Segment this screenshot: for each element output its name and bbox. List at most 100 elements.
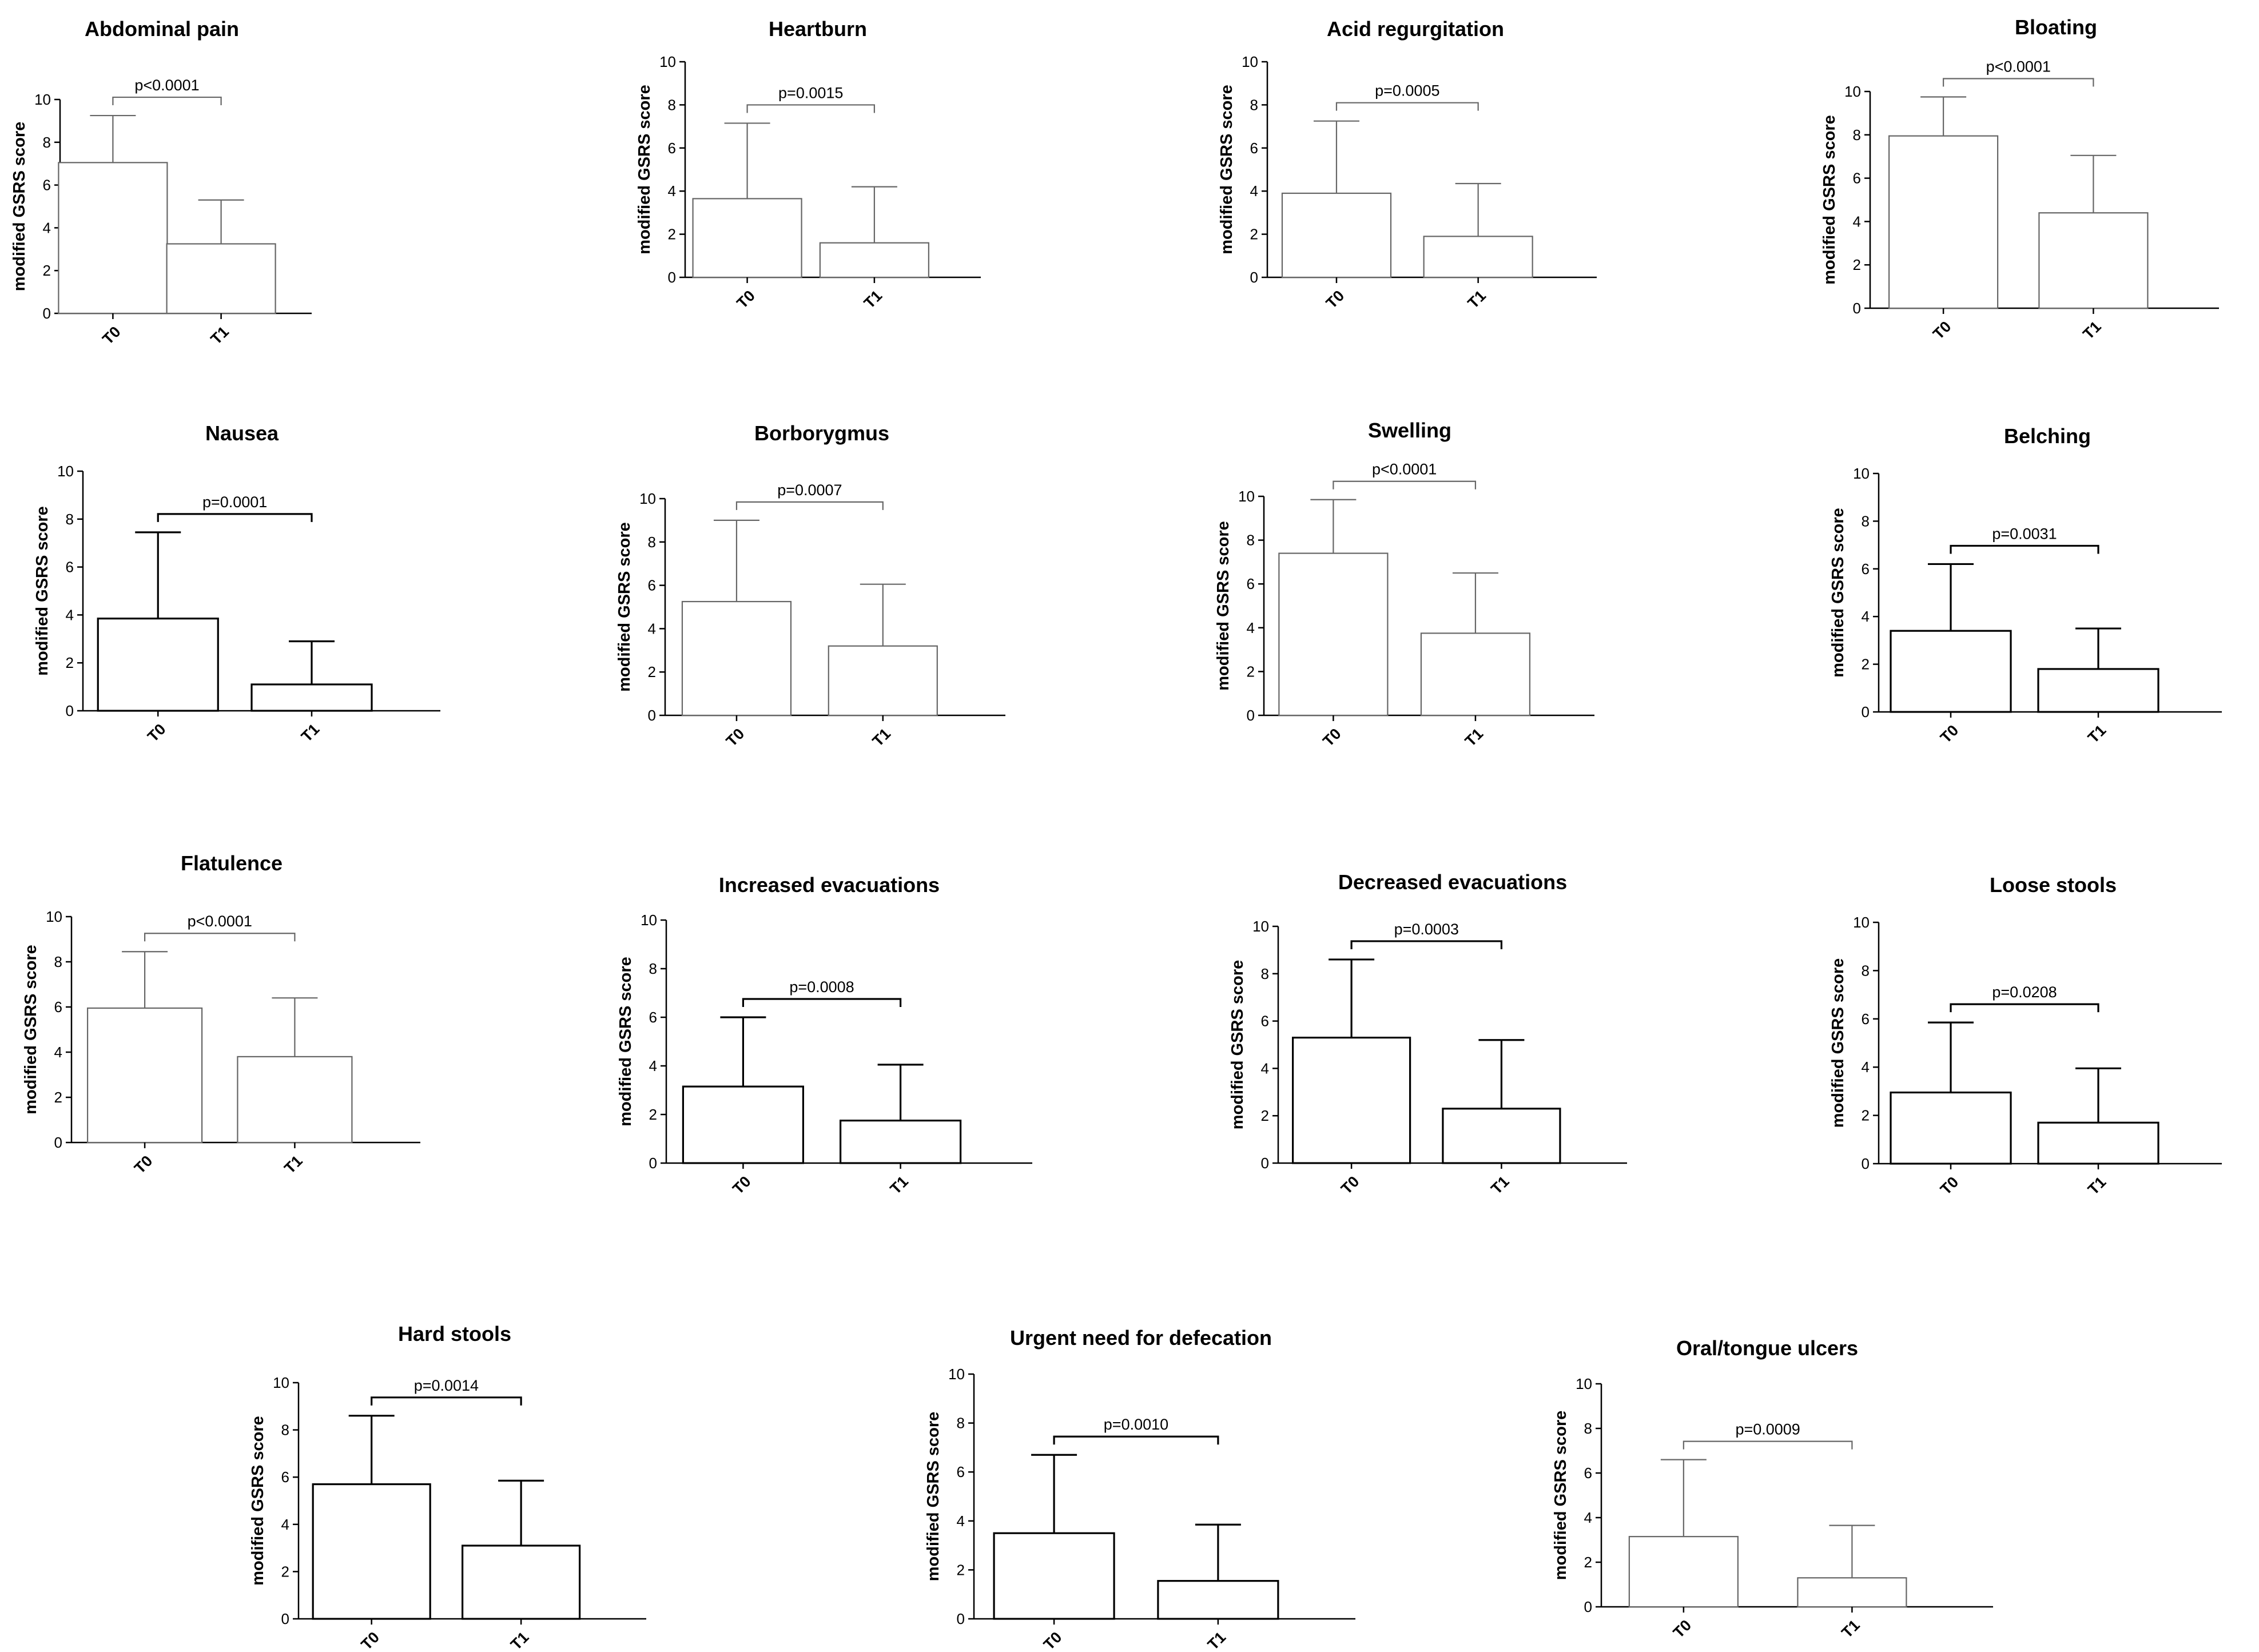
bar-t0	[1281, 192, 1392, 278]
y-tick-label: 10	[639, 490, 656, 507]
bar-t0	[681, 600, 792, 716]
y-tick-label: 0	[649, 1155, 657, 1172]
y-axis-label: modified GSRS score	[924, 1412, 942, 1582]
p-value-label: p=0.0010	[1104, 1416, 1168, 1433]
y-tick-label: 6	[1853, 170, 1861, 187]
y-tick-label: 8	[1862, 962, 1870, 979]
y-tick-label: 4	[649, 1057, 657, 1074]
p-value-label: p<0.0001	[1986, 58, 2051, 75]
x-tick-label: T1	[886, 1173, 911, 1197]
chart-title: Swelling	[1368, 419, 1451, 442]
significance-bracket	[1950, 544, 2099, 554]
y-tick-label: 2	[1853, 256, 1861, 273]
significance-bracket	[1335, 102, 1479, 111]
y-tick-label: 2	[66, 654, 74, 671]
chart-title: Abdominal pain	[85, 17, 239, 41]
x-tick-label: T0	[723, 725, 747, 750]
x-tick-label: T1	[1838, 1617, 1863, 1641]
bar-t0	[312, 1483, 431, 1620]
y-tick-label: 10	[1853, 914, 1870, 931]
y-axis-label: modified GSRS score	[1829, 508, 1847, 678]
x-tick-label: T0	[1937, 722, 1962, 746]
x-tick-label: T0	[1338, 1173, 1362, 1197]
y-tick-label: 8	[668, 96, 676, 113]
y-tick-label: 0	[43, 305, 51, 322]
y-tick-label: 8	[43, 134, 51, 151]
y-tick-label: 6	[66, 559, 74, 576]
bar-t1	[828, 645, 938, 716]
chart-panel: Heartburn modified GSRS score 0 2 4 6 8 10 T0 T1 p…	[635, 17, 981, 312]
y-tick-label: 2	[649, 1106, 657, 1123]
bar-t0	[1292, 1036, 1411, 1164]
bar-t1	[1442, 1108, 1561, 1164]
y-tick-label: 8	[1247, 532, 1255, 549]
bar-t0	[1888, 135, 1999, 309]
y-tick-label: 0	[668, 269, 676, 286]
y-tick-label: 2	[1250, 226, 1258, 243]
y-tick-label: 4	[1853, 213, 1861, 230]
bar-t0	[58, 162, 168, 315]
y-tick-label: 4	[1250, 182, 1258, 200]
y-axis-label: modified GSRS score	[22, 945, 40, 1114]
y-tick-label: 6	[1261, 1013, 1269, 1030]
bar-t1	[1420, 632, 1531, 716]
p-value-label: p<0.0001	[134, 77, 199, 94]
y-tick-label: 8	[66, 511, 74, 528]
p-value-label: p=0.0208	[1992, 984, 2057, 1001]
y-tick-label: 4	[668, 182, 676, 200]
x-tick-label: T0	[1937, 1173, 1962, 1198]
y-tick-label: 6	[648, 577, 656, 594]
bar-t1	[2038, 212, 2149, 309]
y-tick-label: 2	[1862, 1107, 1870, 1124]
chart-panel: Flatulence modified GSRS score 0 2 4 6 8 10 T0 T1…	[22, 851, 420, 1177]
y-tick-label: 0	[1250, 269, 1258, 286]
x-tick-label: T0	[144, 720, 169, 745]
x-tick-label: T1	[2085, 722, 2109, 746]
y-tick-label: 10	[1576, 1375, 1592, 1392]
bar-t0	[1278, 552, 1389, 716]
y-tick-label: 2	[957, 1561, 965, 1578]
p-value-label: p=0.0001	[202, 493, 267, 511]
y-tick-label: 8	[1584, 1420, 1592, 1437]
bar-t0	[1890, 1091, 2012, 1165]
chart-title: Belching	[2004, 424, 2091, 448]
significance-bracket	[1053, 1435, 1219, 1445]
significance-bracket	[746, 104, 875, 113]
y-tick-label: 6	[1862, 560, 1870, 578]
y-tick-label: 0	[1261, 1155, 1269, 1172]
chart-panel: Urgent need for defecation modified GSRS …	[924, 1326, 1355, 1652]
y-tick-label: 6	[1862, 1010, 1870, 1028]
y-tick-label: 0	[1862, 703, 1870, 720]
bar-t1	[166, 243, 276, 315]
y-tick-label: 2	[668, 226, 676, 243]
chart-panel: Increased evacuations modified GSRS score…	[617, 873, 1032, 1197]
y-tick-label: 0	[648, 707, 656, 724]
bar-t0	[993, 1532, 1115, 1620]
x-tick-label: T0	[131, 1152, 156, 1177]
chart-panel: Belching modified GSRS score 0 2 4 6 8 10 T0 T1 p=…	[1829, 424, 2222, 746]
x-tick-label: T1	[1204, 1629, 1229, 1652]
x-tick-label: T0	[729, 1173, 754, 1197]
y-tick-label: 2	[1247, 663, 1255, 680]
y-axis-label: modified GSRS score	[10, 122, 29, 292]
y-tick-label: 10	[1853, 465, 1870, 482]
y-tick-label: 6	[1584, 1464, 1592, 1482]
chart-title: Hard stools	[398, 1322, 511, 1346]
y-tick-label: 10	[1844, 83, 1861, 100]
chart-title: Flatulence	[181, 851, 283, 875]
y-tick-label: 10	[659, 53, 676, 70]
chart-title: Decreased evacuations	[1338, 870, 1567, 894]
y-tick-label: 8	[281, 1422, 289, 1439]
p-value-label: p=0.0008	[789, 978, 854, 996]
y-tick-label: 4	[648, 620, 656, 637]
y-tick-label: 6	[649, 1009, 657, 1026]
significance-bracket	[144, 933, 296, 942]
chart-panel: Nausea modified GSRS score 0 2 4 6 8 10 T0 T1 p=0.…	[33, 421, 440, 745]
chart-panel: Swelling modified GSRS score 0 2 4 6 8 10 T0 T1 p<…	[1214, 419, 1594, 750]
bar-t0	[692, 198, 802, 278]
y-tick-label: 4	[1584, 1509, 1592, 1526]
chart-panel: Abdominal pain modified GSRS score 0 2 4 6 8 10…	[10, 17, 312, 348]
y-tick-label: 6	[668, 140, 676, 157]
x-tick-label: T0	[1930, 318, 1954, 343]
x-tick-label: T1	[298, 720, 323, 745]
